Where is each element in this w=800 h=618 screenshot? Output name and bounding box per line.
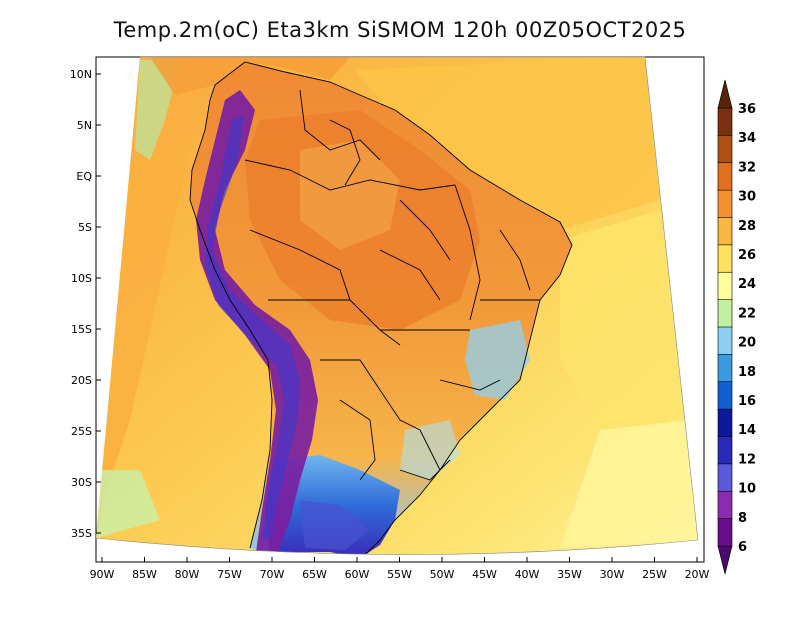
colorbar-segment: [717, 326, 733, 356]
colorbar-label: 8: [738, 511, 747, 526]
longitude-tick-label: 65W: [302, 568, 327, 581]
colorbar-label: 28: [738, 219, 756, 234]
colorbar-label: 20: [738, 336, 756, 351]
longitude-tick-label: 45W: [472, 568, 497, 581]
colorbar-segment: [717, 436, 733, 465]
latitude-tick-label: 20S: [71, 374, 92, 387]
colorbar-segment: [717, 463, 733, 493]
colorbar-segment: [717, 408, 733, 438]
colorbar-segment: [717, 381, 733, 410]
colorbar-label: 10: [738, 482, 756, 497]
colorbar-segment: [717, 354, 733, 383]
colorbar-label: 24: [738, 277, 756, 292]
longitude-tick-label: 50W: [430, 568, 455, 581]
latitude-tick-label: EQ: [76, 170, 92, 183]
colorbar-label: 18: [738, 365, 756, 380]
colorbar-segment: [717, 217, 733, 246]
colorbar-label: 16: [738, 394, 756, 409]
colorbar-segment: [717, 271, 733, 301]
colorbar-label: 6: [738, 540, 747, 555]
latitude-tick-label: 25S: [71, 425, 92, 438]
latitude-tick-label: 5N: [77, 119, 92, 132]
map-title: Temp.2m(oC) Eta3km SiSMOM 120h 00Z05OCT2…: [113, 18, 687, 42]
longitude-tick-label: 85W: [132, 568, 157, 581]
longitude-tick-label: 75W: [217, 568, 242, 581]
latitude-tick-label: 10N: [70, 68, 92, 81]
colorbar-segment: [717, 189, 733, 219]
longitude-tick-label: 25W: [642, 568, 667, 581]
color-legend: 6 8 10 12 14 16 18 20 22 24 26 28 30 32 34 36: [717, 79, 756, 575]
longitude-tick-label: 60W: [345, 568, 370, 581]
model-domain: [96, 57, 698, 555]
latitude-tick-label: 10S: [71, 272, 92, 285]
colorbar-label: 32: [738, 160, 756, 175]
colorbar-lower-arrow: [717, 545, 733, 575]
colorbar-label: 26: [738, 248, 756, 263]
longitude-tick-label: 55W: [387, 568, 412, 581]
longitude-tick-label: 30W: [600, 568, 625, 581]
colorbar-label: 12: [738, 452, 756, 467]
latitude-tick-label: 30S: [71, 476, 92, 489]
colorbar-segment: [717, 244, 733, 274]
colorbar-segment: [717, 518, 733, 547]
longitude-tick-label: 40W: [515, 568, 540, 581]
colorbar-label: 36: [738, 102, 756, 117]
colorbar-label: 30: [738, 190, 756, 205]
colorbar-segment: [717, 135, 733, 164]
latitude-tick-label: 5S: [78, 221, 92, 234]
longitude-tick-label: 20W: [685, 568, 710, 581]
colorbar-segment: [717, 490, 733, 520]
country-borders: [189, 61, 573, 555]
latitude-tick-label: 15S: [71, 323, 92, 336]
colorbar-label: 34: [738, 131, 756, 146]
colorbar-label: 14: [738, 423, 756, 438]
longitude-tick-label: 90W: [90, 568, 115, 581]
colorbar-label: 22: [738, 306, 756, 321]
colorbar-segment: [717, 299, 733, 328]
longitude-tick-label: 70W: [260, 568, 285, 581]
longitude-tick-label: 80W: [175, 568, 200, 581]
colorbar-upper-arrow: [717, 79, 733, 109]
latitude-tick-label: 35S: [71, 527, 92, 540]
colorbar-segment: [717, 162, 733, 191]
longitude-axis: 90W 85W 80W 75W 70W 65W 60W 55W 50W 45W 40W 35W 30W 2…: [90, 557, 710, 581]
latitude-axis: 10N 5N EQ 5S 10S 15S 20S 25S 30S 35S: [70, 68, 101, 540]
longitude-tick-label: 35W: [557, 568, 582, 581]
colorbar-segment: [717, 107, 733, 137]
